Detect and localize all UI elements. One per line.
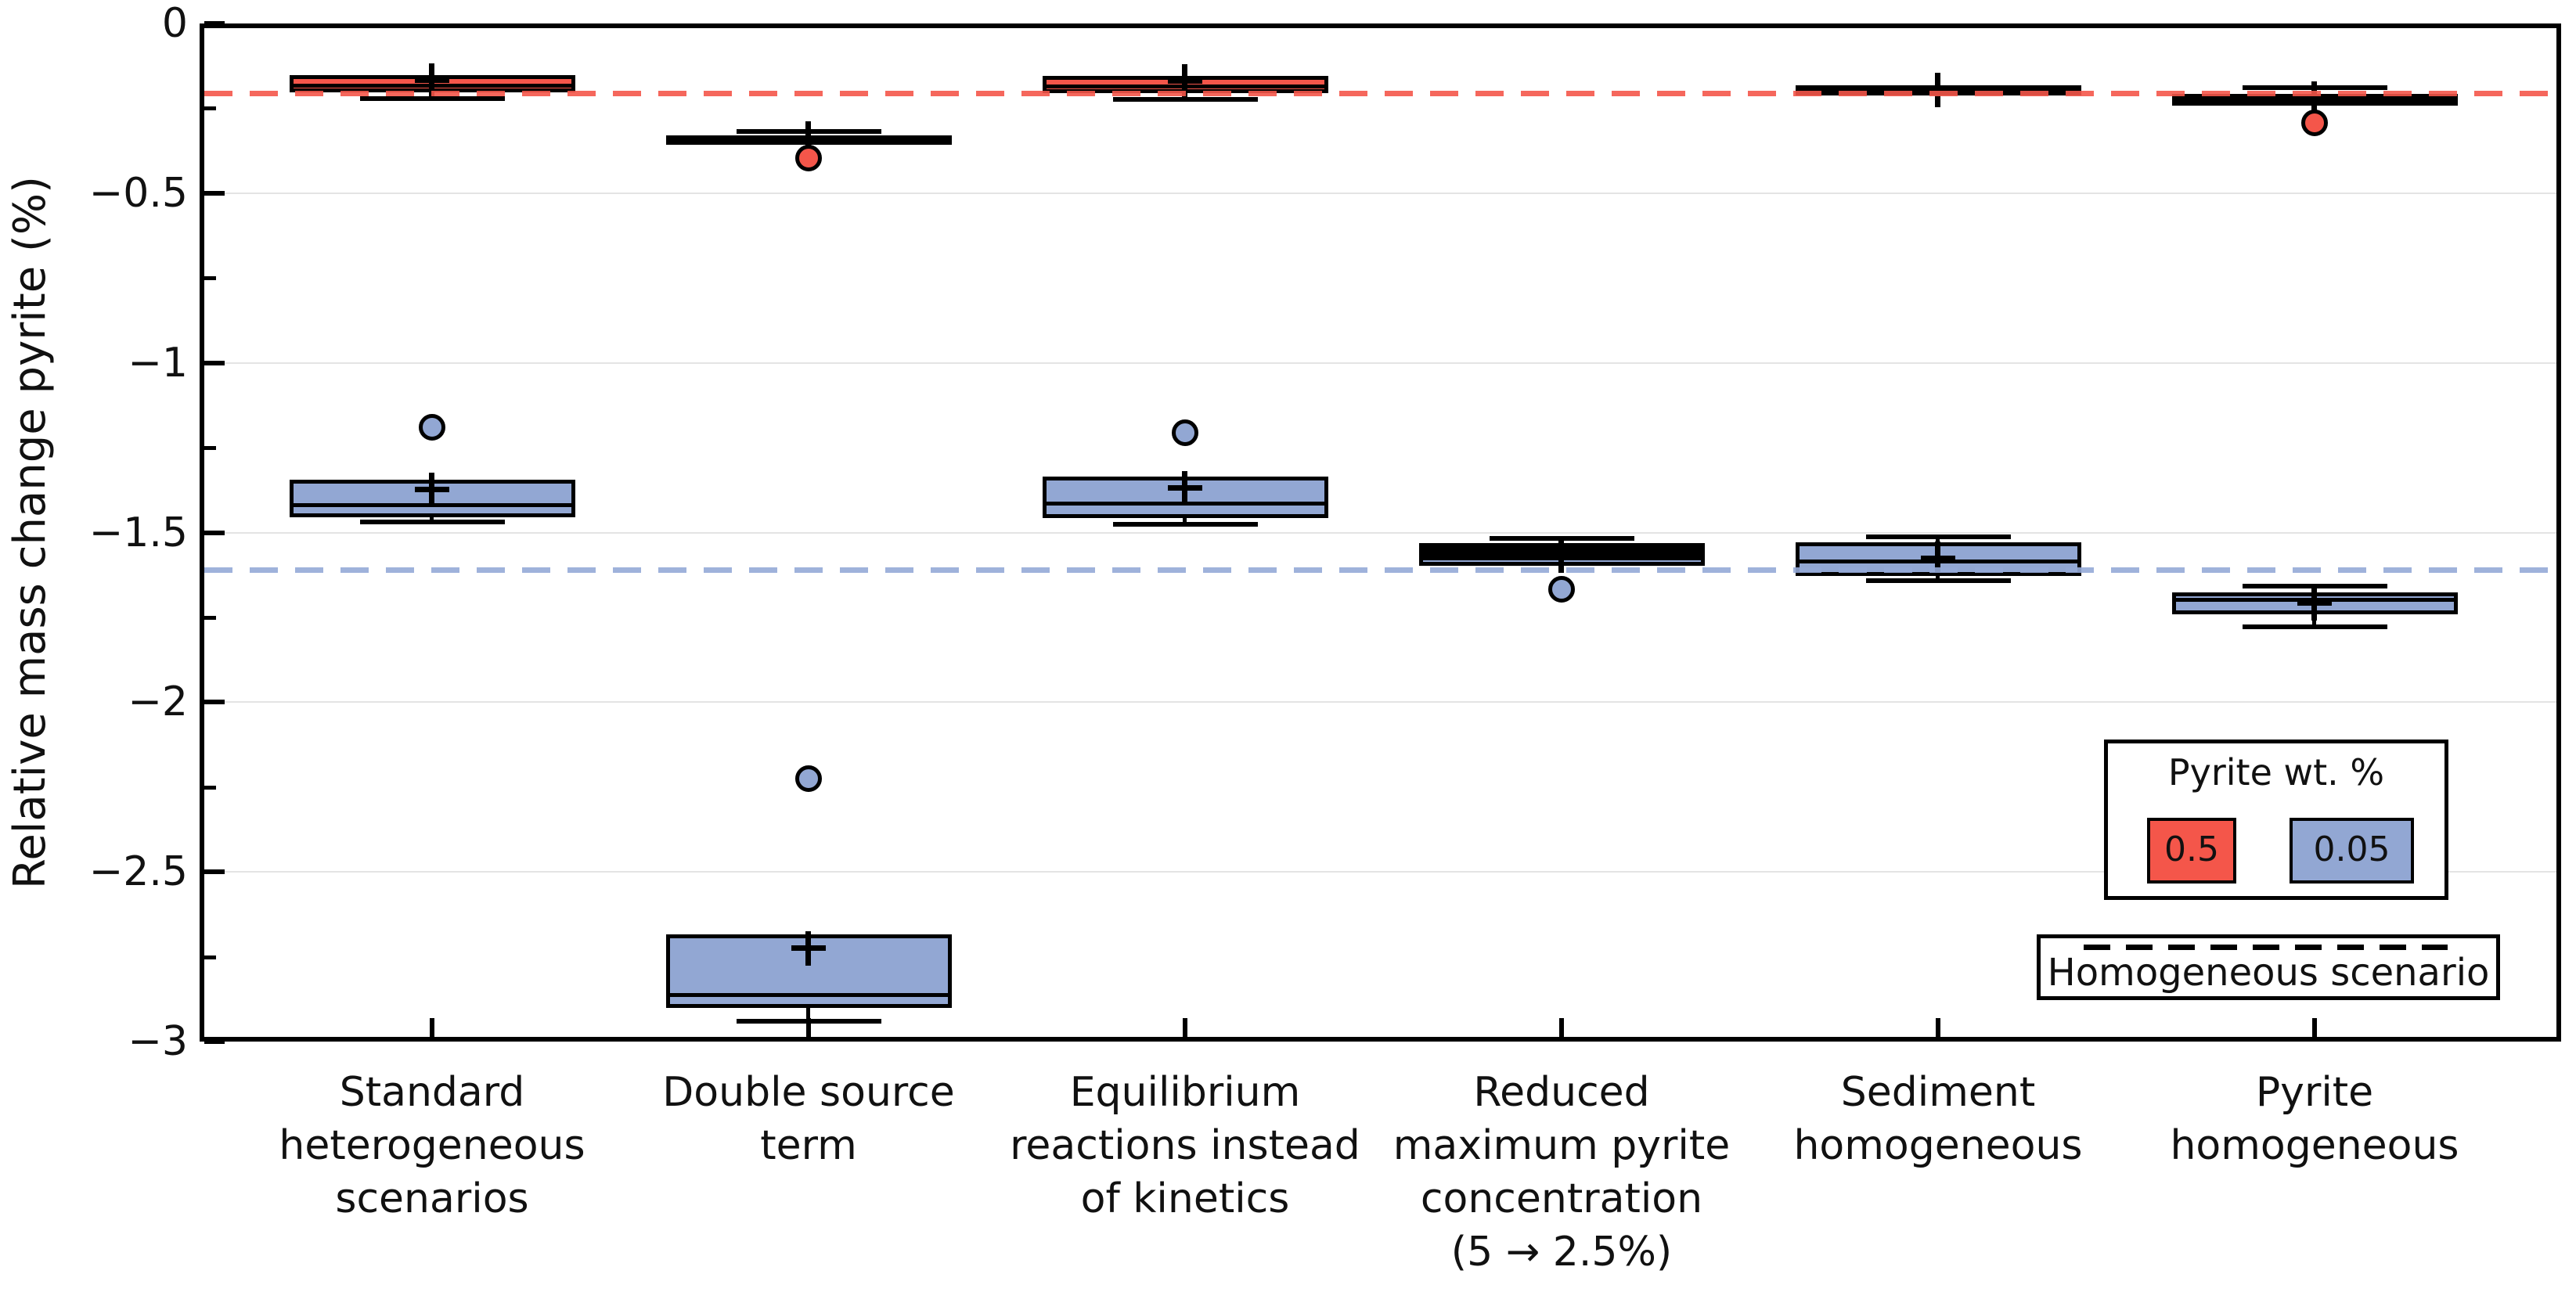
category-label: Sediment homogeneous <box>1793 1069 2083 1169</box>
group1-wt0.05-whisker-cap-lo <box>359 520 505 525</box>
y-major-tick <box>204 700 225 705</box>
gridline <box>204 362 2556 364</box>
y-tick-label: −2.5 <box>88 848 188 896</box>
group5-wt0.05-mean-marker-v <box>1935 542 1940 577</box>
legend-swatch-0.5: 0.5 <box>2147 818 2236 884</box>
y-major-tick <box>204 869 225 875</box>
y-minor-tick <box>204 955 216 959</box>
group3-wt0.5-whisker-cap-lo <box>1112 97 1258 103</box>
y-minor-tick <box>204 446 216 451</box>
group2-wt0.5-outlier-marker <box>795 145 822 172</box>
legend-pyrite-title: Pyrite wt. % <box>2167 751 2385 794</box>
group2-wt0.05-mean-marker-v <box>805 930 811 966</box>
group3-wt0.05-whisker-stem-lo <box>1183 518 1187 524</box>
reference-line-blue <box>204 567 2556 574</box>
y-tick-label: −1.5 <box>88 509 188 556</box>
category-label: Pyrite homogeneous <box>2170 1069 2459 1169</box>
x-tick <box>2312 1018 2317 1037</box>
category-label: Double source term <box>662 1069 955 1169</box>
category-label: Reduced maximum pyrite concentration (5 … <box>1392 1069 1731 1276</box>
y-tick-label: −3 <box>128 1018 188 1065</box>
y-major-tick <box>204 21 225 26</box>
group3-wt0.5-mean-marker-v <box>1182 64 1187 99</box>
group1-wt0.05-outlier-marker <box>419 414 445 441</box>
category-label: Standard heterogeneous scenarios <box>279 1069 585 1222</box>
legend-homogeneous-scenario: Homogeneous scenario <box>2037 934 2500 1000</box>
group2-wt0.5-mean-marker-v <box>805 121 811 157</box>
group6-wt0.5-mean-marker-v <box>2311 81 2317 116</box>
group1-wt0.5-mean-marker-v <box>429 63 434 98</box>
y-tick-label: −0.5 <box>88 169 188 217</box>
y-minor-tick <box>204 276 216 281</box>
legend-pyrite: Pyrite wt. % 0.5 0.05 <box>2104 740 2448 900</box>
group1-wt0.05-mean-marker-v <box>429 473 434 508</box>
group1-wt0.5-whisker-cap-lo <box>359 96 505 102</box>
group5-wt0.5-mean-marker-v <box>1935 72 1940 107</box>
y-tick-label: −2 <box>128 678 188 726</box>
legend-homogeneous-label: Homogeneous scenario <box>2047 951 2490 995</box>
x-tick <box>1559 1018 1564 1037</box>
y-major-tick <box>204 360 225 365</box>
group4-wt0.05-mean-marker-v <box>1558 538 1564 573</box>
y-major-tick <box>204 190 225 196</box>
group3-wt0.05-mean-marker-v <box>1182 471 1187 506</box>
group3-wt0.05-outlier-marker <box>1172 419 1198 446</box>
x-tick <box>1183 1018 1187 1037</box>
group6-wt0.05-whisker-cap-lo <box>2242 624 2387 629</box>
x-tick <box>1936 1018 1940 1037</box>
dashed-line-icon <box>2084 945 2448 950</box>
group5-wt0.05-whisker-cap-lo <box>1865 578 2011 584</box>
x-tick <box>430 1018 434 1037</box>
reference-line-red <box>204 90 2556 96</box>
plot-area <box>200 23 2561 1042</box>
y-tick-label: −1 <box>128 339 188 387</box>
legend-swatch-0.05: 0.05 <box>2290 818 2414 884</box>
x-tick <box>806 1018 811 1037</box>
group1-wt0.05-whisker-stem-lo <box>430 516 434 523</box>
group3-wt0.05-whisker-cap-lo <box>1112 521 1258 527</box>
group5-wt0.05-whisker-cap-hi <box>1865 534 2011 539</box>
gridline <box>204 701 2556 704</box>
group2-wt0.05-outlier-marker <box>795 765 822 792</box>
y-tick-label: 0 <box>161 0 188 47</box>
y-major-tick <box>204 1039 225 1044</box>
y-major-tick <box>204 530 225 535</box>
y-minor-tick <box>204 785 216 790</box>
gridline <box>204 531 2556 534</box>
group5-wt0.05-whisker-stem-lo <box>1936 575 1940 581</box>
group4-wt0.05-outlier-marker <box>1548 575 1575 603</box>
group6-wt0.5-outlier-marker <box>2301 110 2328 137</box>
group2-wt0.05-whisker-stem-lo <box>806 1007 810 1021</box>
gridline <box>204 871 2556 873</box>
group5-wt0.05-whisker-stem-hi <box>1936 536 1940 542</box>
y-minor-tick <box>204 106 216 111</box>
group6-wt0.05-mean-marker-v <box>2311 585 2317 621</box>
group2-wt0.05-median-line <box>665 993 952 998</box>
gridline <box>204 192 2556 194</box>
y-minor-tick <box>204 615 216 620</box>
category-label: Equilibrium reactions instead of kinetic… <box>1010 1069 1360 1222</box>
